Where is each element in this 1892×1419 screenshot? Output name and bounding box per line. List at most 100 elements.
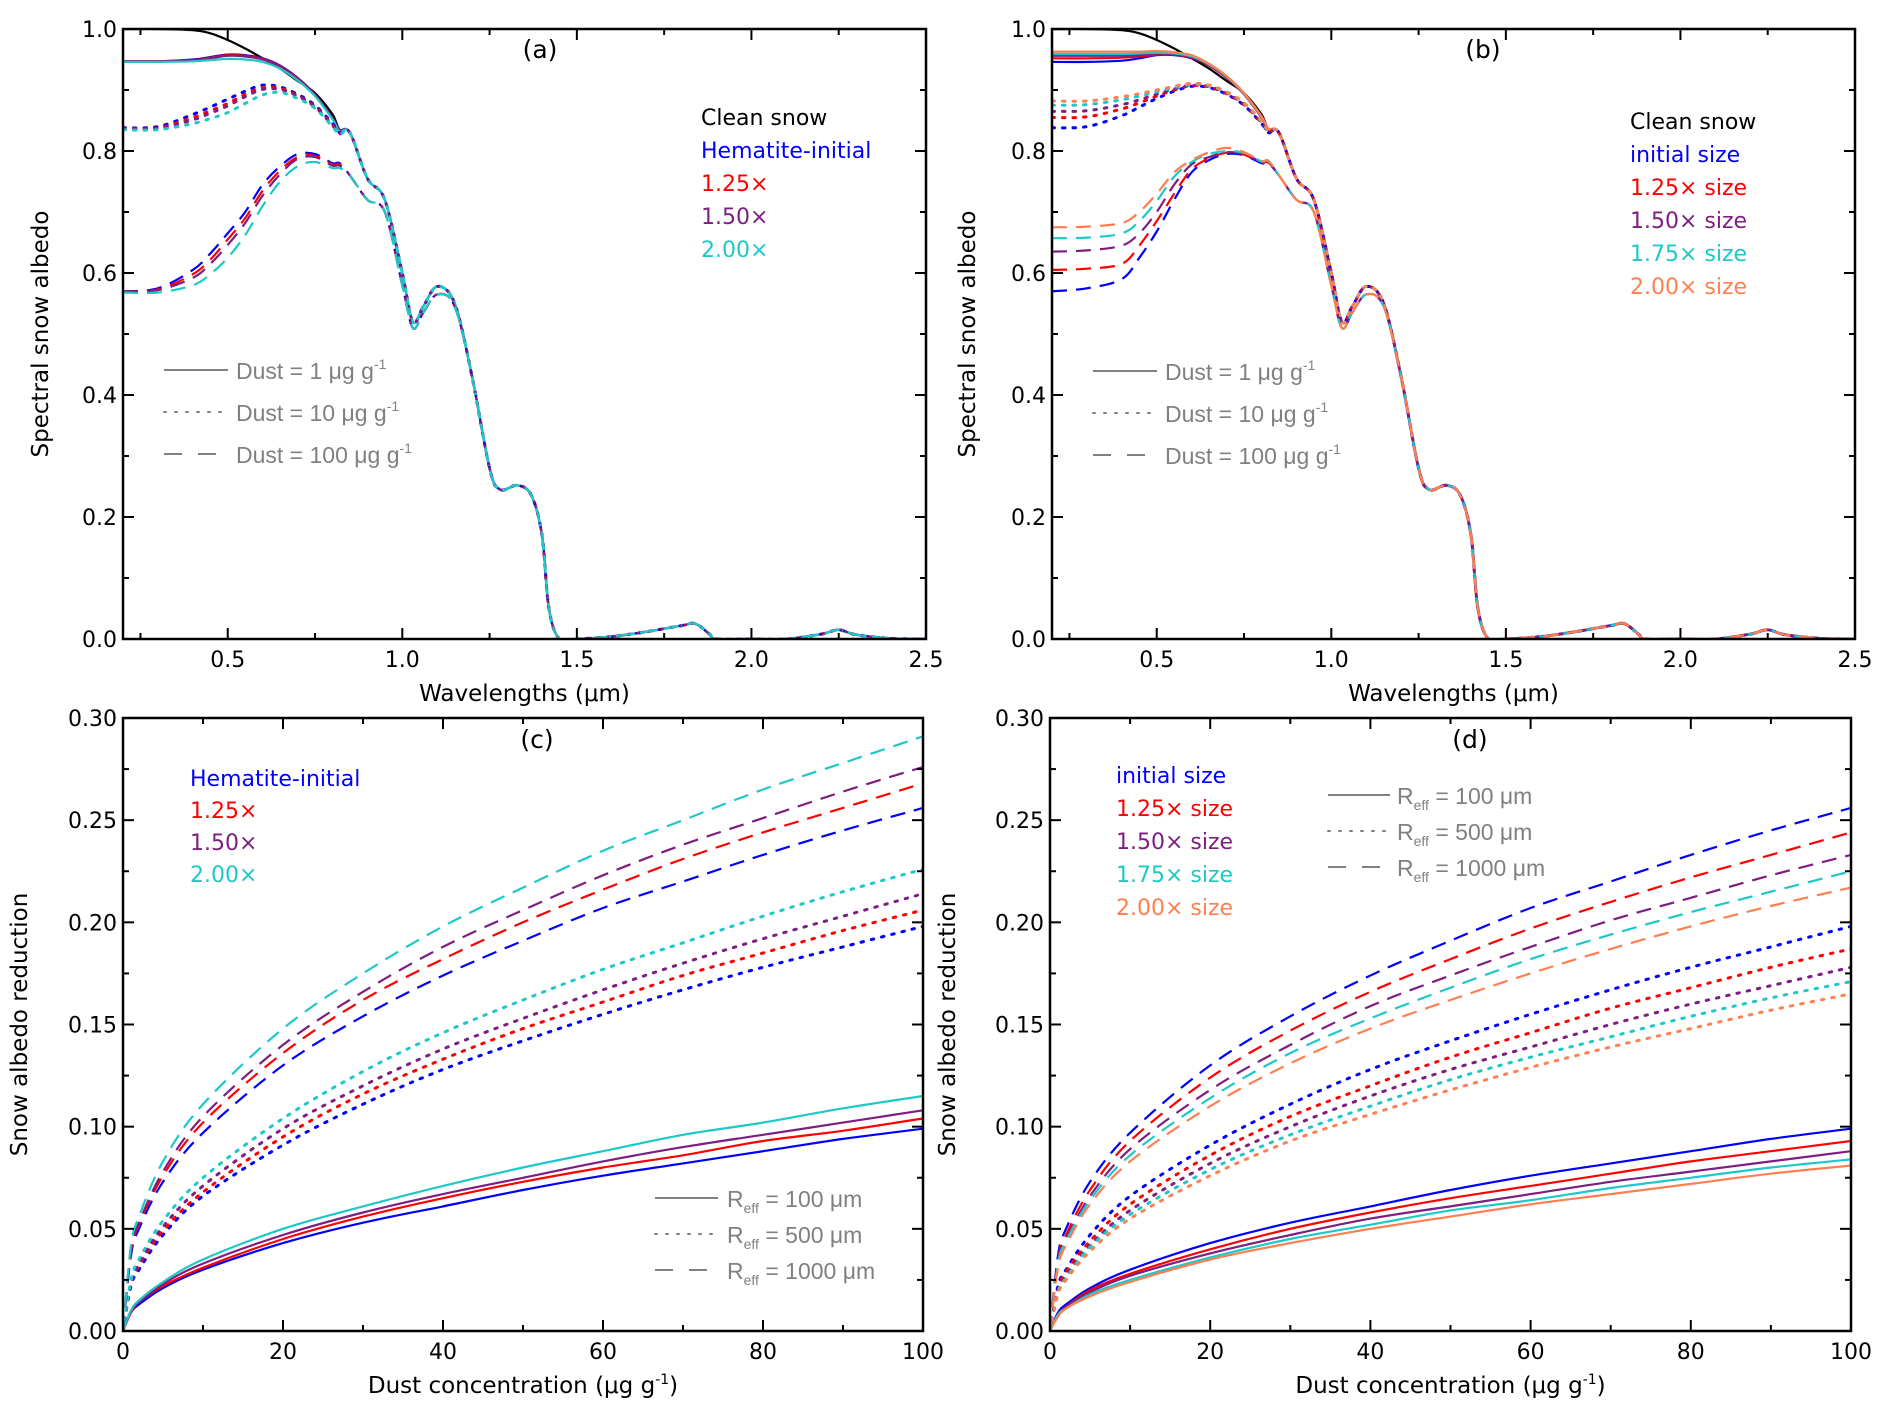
series-group — [123, 735, 923, 1331]
y-axis-label: Spectral snow albedo — [28, 211, 54, 458]
series-line-blue-dashed — [123, 151, 926, 639]
y-tick-label: 0.4 — [1011, 384, 1046, 409]
legend-style-entry-dashed: Dust = 100 μg g-1 — [236, 440, 412, 468]
legend-entry-orange: 2.00× size — [1116, 896, 1233, 921]
series-line-purple-solid — [123, 1109, 923, 1331]
x-axis-label: Dust concentration (μg g-1) — [368, 1372, 678, 1399]
legend-entry-clean: Clean snow — [1630, 110, 1756, 135]
x-tick-label: 60 — [1517, 1340, 1545, 1365]
y-tick-label: 0.10 — [995, 1116, 1044, 1141]
panel-b: 0.5 1.0 1.5 2.0 2.5 0.0 0.2 0.4 0.6 0.8 1.0 Wavelen… — [955, 18, 1873, 707]
series-group — [1050, 806, 1851, 1331]
panel-a: 0.5 1.0 1.5 2.0 2.5 0.0 0.2 0.4 0.6 0.8 1.0 Wavelen… — [28, 18, 944, 707]
legend-style-sup: -1 — [1316, 399, 1329, 415]
series-line-blue-dashed — [1050, 806, 1851, 1331]
x-tick-label: 80 — [749, 1340, 777, 1365]
legend-entry-blue: Hematite-initial — [190, 767, 360, 792]
y-tick-label: 0.10 — [68, 1116, 117, 1141]
y-tick-label: 0.8 — [1011, 140, 1046, 165]
legend-style-entry-dotted: Dust = 10 μg g-1 — [236, 398, 399, 426]
color-legend: initial size 1.25× size 1.50× size 1.75× si… — [1116, 764, 1233, 921]
legend-style-label: Dust = 1 μg g — [236, 358, 374, 384]
legend-entry-red: 1.25× size — [1630, 176, 1747, 201]
series-line-blue-dotted — [123, 924, 923, 1331]
legend-style-label: Dust = 1 μg g — [1165, 359, 1303, 385]
y-tick-label: 0.20 — [995, 911, 1044, 936]
x-tick-label: 0 — [116, 1340, 130, 1365]
legend-entry-purple: 1.50× — [190, 831, 257, 856]
x-tick-label: 80 — [1677, 1340, 1705, 1365]
x-tick-label: 0 — [1043, 1340, 1057, 1365]
x-axis-label-end: ) — [1597, 1373, 1606, 1399]
legend-style-entry-solid: Dust = 1 μg g-1 — [236, 356, 387, 384]
series-line-cyan-dotted — [123, 867, 923, 1331]
x-axis-label-sup: -1 — [1583, 1372, 1597, 1388]
x-tick-label: 100 — [1830, 1340, 1872, 1365]
x-tick-label: 20 — [1196, 1340, 1224, 1365]
legend-style-label: R — [727, 1186, 744, 1212]
legend-style-label: Dust = 100 μg g — [1165, 443, 1329, 469]
x-tick-label: 1.5 — [1488, 648, 1523, 673]
y-tick-label: 0.00 — [68, 1320, 117, 1345]
legend-style-entry-dashed: Dust = 100 μg g-1 — [1165, 441, 1341, 469]
series-line-red-dotted — [1050, 947, 1851, 1331]
series-line-cyan-dashed — [1052, 149, 1855, 639]
legend-style-sup: -1 — [1329, 441, 1342, 457]
x-tick-label: 0.5 — [210, 648, 245, 673]
y-tick-label: 0.15 — [995, 1014, 1044, 1039]
legend-style-sup: -1 — [1303, 357, 1316, 373]
y-tick-label: 1.0 — [1011, 18, 1046, 43]
series-line-purple-solid — [1050, 1150, 1851, 1331]
series-line-purple-dotted — [123, 892, 923, 1331]
color-legend: Hematite-initial 1.25× 1.50× 2.00× — [190, 767, 360, 888]
series-line-cyan-solid — [123, 1094, 923, 1331]
y-tick-label: 0.2 — [82, 506, 117, 531]
legend-style-entry-solid: Reff = 100 μm — [727, 1186, 862, 1216]
ticks — [122, 717, 924, 1332]
panel-label: (a) — [523, 35, 558, 64]
panel-label: (d) — [1452, 725, 1487, 754]
y-tick-label: 0.4 — [82, 384, 117, 409]
legend-entry-red: 1.25× — [190, 799, 257, 824]
legend-entry-red: 1.25× size — [1116, 797, 1233, 822]
legend-style-sub: eff — [744, 1272, 759, 1288]
y-tick-label: 0.25 — [995, 809, 1044, 834]
legend-style-entry-solid: Dust = 1 μg g-1 — [1165, 357, 1316, 385]
series-line-cyan-solid — [1052, 51, 1855, 639]
series-group — [1052, 29, 1855, 639]
x-tick-label: 40 — [429, 1340, 457, 1365]
y-tick-label: 0.30 — [68, 707, 117, 732]
legend-style-label-end: = 1000 μm — [759, 1258, 875, 1284]
legend-style-label-end: = 500 μm — [759, 1222, 862, 1248]
y-tick-label: 0.6 — [1011, 262, 1046, 287]
x-axis-label: Wavelengths (μm) — [1348, 681, 1559, 707]
legend-entry-cyan: 2.00× — [701, 238, 768, 263]
legend-style-label: R — [1397, 819, 1414, 845]
y-axis-label: Snow albedo reduction — [7, 893, 33, 1157]
legend-style-label: R — [727, 1258, 744, 1284]
legend-entry-orange: 2.00× size — [1630, 275, 1747, 300]
series-line-red-dashed — [123, 154, 926, 639]
panel-c: 0 20 40 60 80 100 0.00 0.05 0.10 0.15 0.20 0.25 0.30… — [7, 707, 944, 1399]
legend-entry-red: 1.25× — [701, 172, 768, 197]
y-tick-label: 0.0 — [82, 628, 117, 653]
legend-style-label: Dust = 10 μg g — [236, 400, 387, 426]
series-line-blue-solid — [123, 1127, 923, 1331]
series-line-orange-solid — [1050, 1164, 1851, 1331]
legend-entry-purple: 1.50× size — [1116, 830, 1233, 855]
legend-style-label-end: = 500 μm — [1429, 819, 1532, 845]
y-tick-label: 0.00 — [995, 1320, 1044, 1345]
y-tick-label: 0.2 — [1011, 506, 1046, 531]
legend-style-sub: eff — [744, 1236, 759, 1252]
legend-entry-purple: 1.50× — [701, 205, 768, 230]
x-tick-label: 1.0 — [385, 648, 420, 673]
legend-style-label-end: = 100 μm — [759, 1186, 862, 1212]
legend-style-label: R — [1397, 783, 1414, 809]
x-axis-label: Dust concentration (μg g-1) — [1295, 1372, 1605, 1399]
legend-style-entry-dotted: Reff = 500 μm — [727, 1222, 862, 1252]
x-axis-label-text: Wavelengths (μm) — [419, 681, 630, 707]
y-axis-label: Spectral snow albedo — [955, 211, 981, 458]
